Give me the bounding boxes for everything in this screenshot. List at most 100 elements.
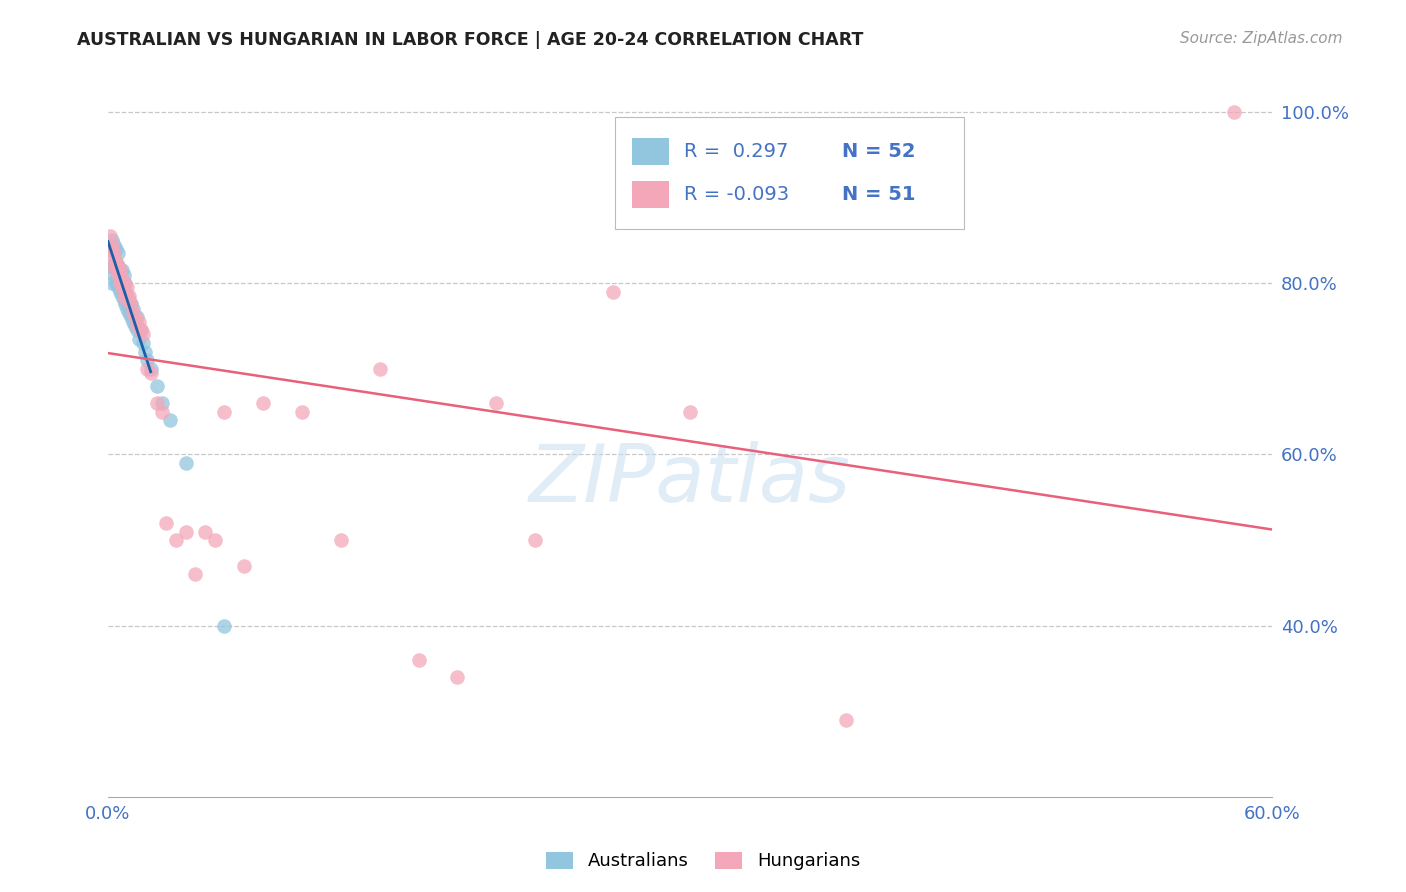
Point [124,318,146,333]
Point [122,301,145,316]
Point [114,285,136,299]
Point [122,306,145,320]
Point [214,619,236,633]
Point [114,285,136,299]
Point [602,285,624,299]
FancyBboxPatch shape [633,138,669,165]
Point [135,353,157,368]
Point [98,229,121,244]
Point [112,268,135,282]
Point [108,285,131,299]
Text: Source: ZipAtlas.com: Source: ZipAtlas.com [1180,31,1343,46]
Point [1222,104,1244,119]
Point [112,276,135,290]
Point [127,323,149,337]
Point [145,379,167,393]
Point [110,272,132,286]
Text: AUSTRALIAN VS HUNGARIAN IN LABOR FORCE | AGE 20-24 CORRELATION CHART: AUSTRALIAN VS HUNGARIAN IN LABOR FORCE |… [77,31,863,49]
Point [108,272,131,286]
Point [101,259,124,273]
Point [103,246,125,260]
Point [127,310,149,325]
Point [118,289,141,303]
Point [485,396,508,410]
Point [122,315,145,329]
Text: R =  0.297: R = 0.297 [685,142,789,161]
Point [104,242,127,256]
Point [117,301,139,316]
Point [194,524,217,539]
Point [117,293,139,308]
Point [120,297,142,311]
Point [108,276,131,290]
Point [108,263,131,277]
Point [408,653,430,667]
FancyBboxPatch shape [633,181,669,209]
Point [118,306,141,320]
Point [128,332,150,346]
Point [117,289,139,303]
Point [139,366,162,380]
Point [232,558,254,573]
Point [110,289,132,303]
Point [114,276,136,290]
Point [112,280,135,294]
Point [184,567,207,582]
Point [129,323,152,337]
Point [107,280,129,294]
Text: ZIPatlas: ZIPatlas [529,442,851,519]
Point [446,670,468,684]
Point [104,263,127,277]
Point [150,396,173,410]
Legend: Australians, Hungarians: Australians, Hungarians [540,847,866,876]
Point [134,344,156,359]
Point [329,533,352,548]
Point [104,254,127,268]
Text: N = 51: N = 51 [842,186,915,204]
Point [107,268,129,282]
Point [110,263,132,277]
Point [159,413,181,427]
Point [110,280,132,294]
Point [679,404,702,418]
Point [107,259,129,273]
Point [155,516,177,530]
Point [132,336,155,351]
Point [103,259,125,273]
Point [252,396,274,410]
Point [135,361,157,376]
Text: R = -0.093: R = -0.093 [685,186,790,204]
Point [834,713,856,727]
Point [104,254,127,268]
Point [368,361,391,376]
Point [114,297,136,311]
Point [150,404,173,418]
Point [129,323,152,337]
Point [291,404,314,418]
Point [101,237,124,252]
Point [101,242,124,256]
Point [174,524,197,539]
Point [214,404,236,418]
Point [139,361,162,376]
Point [120,297,142,311]
FancyBboxPatch shape [614,117,965,228]
Point [165,533,187,548]
Point [128,315,150,329]
Point [104,276,127,290]
Point [107,268,129,282]
Point [118,293,141,308]
Point [103,259,125,273]
Point [101,276,124,290]
Point [124,310,146,325]
Point [120,310,142,325]
Text: N = 52: N = 52 [842,142,915,161]
Point [108,263,131,277]
Point [132,327,155,342]
Point [112,293,135,308]
Point [103,268,125,282]
Point [145,396,167,410]
Point [107,259,129,273]
Point [104,263,127,277]
Point [107,246,129,260]
